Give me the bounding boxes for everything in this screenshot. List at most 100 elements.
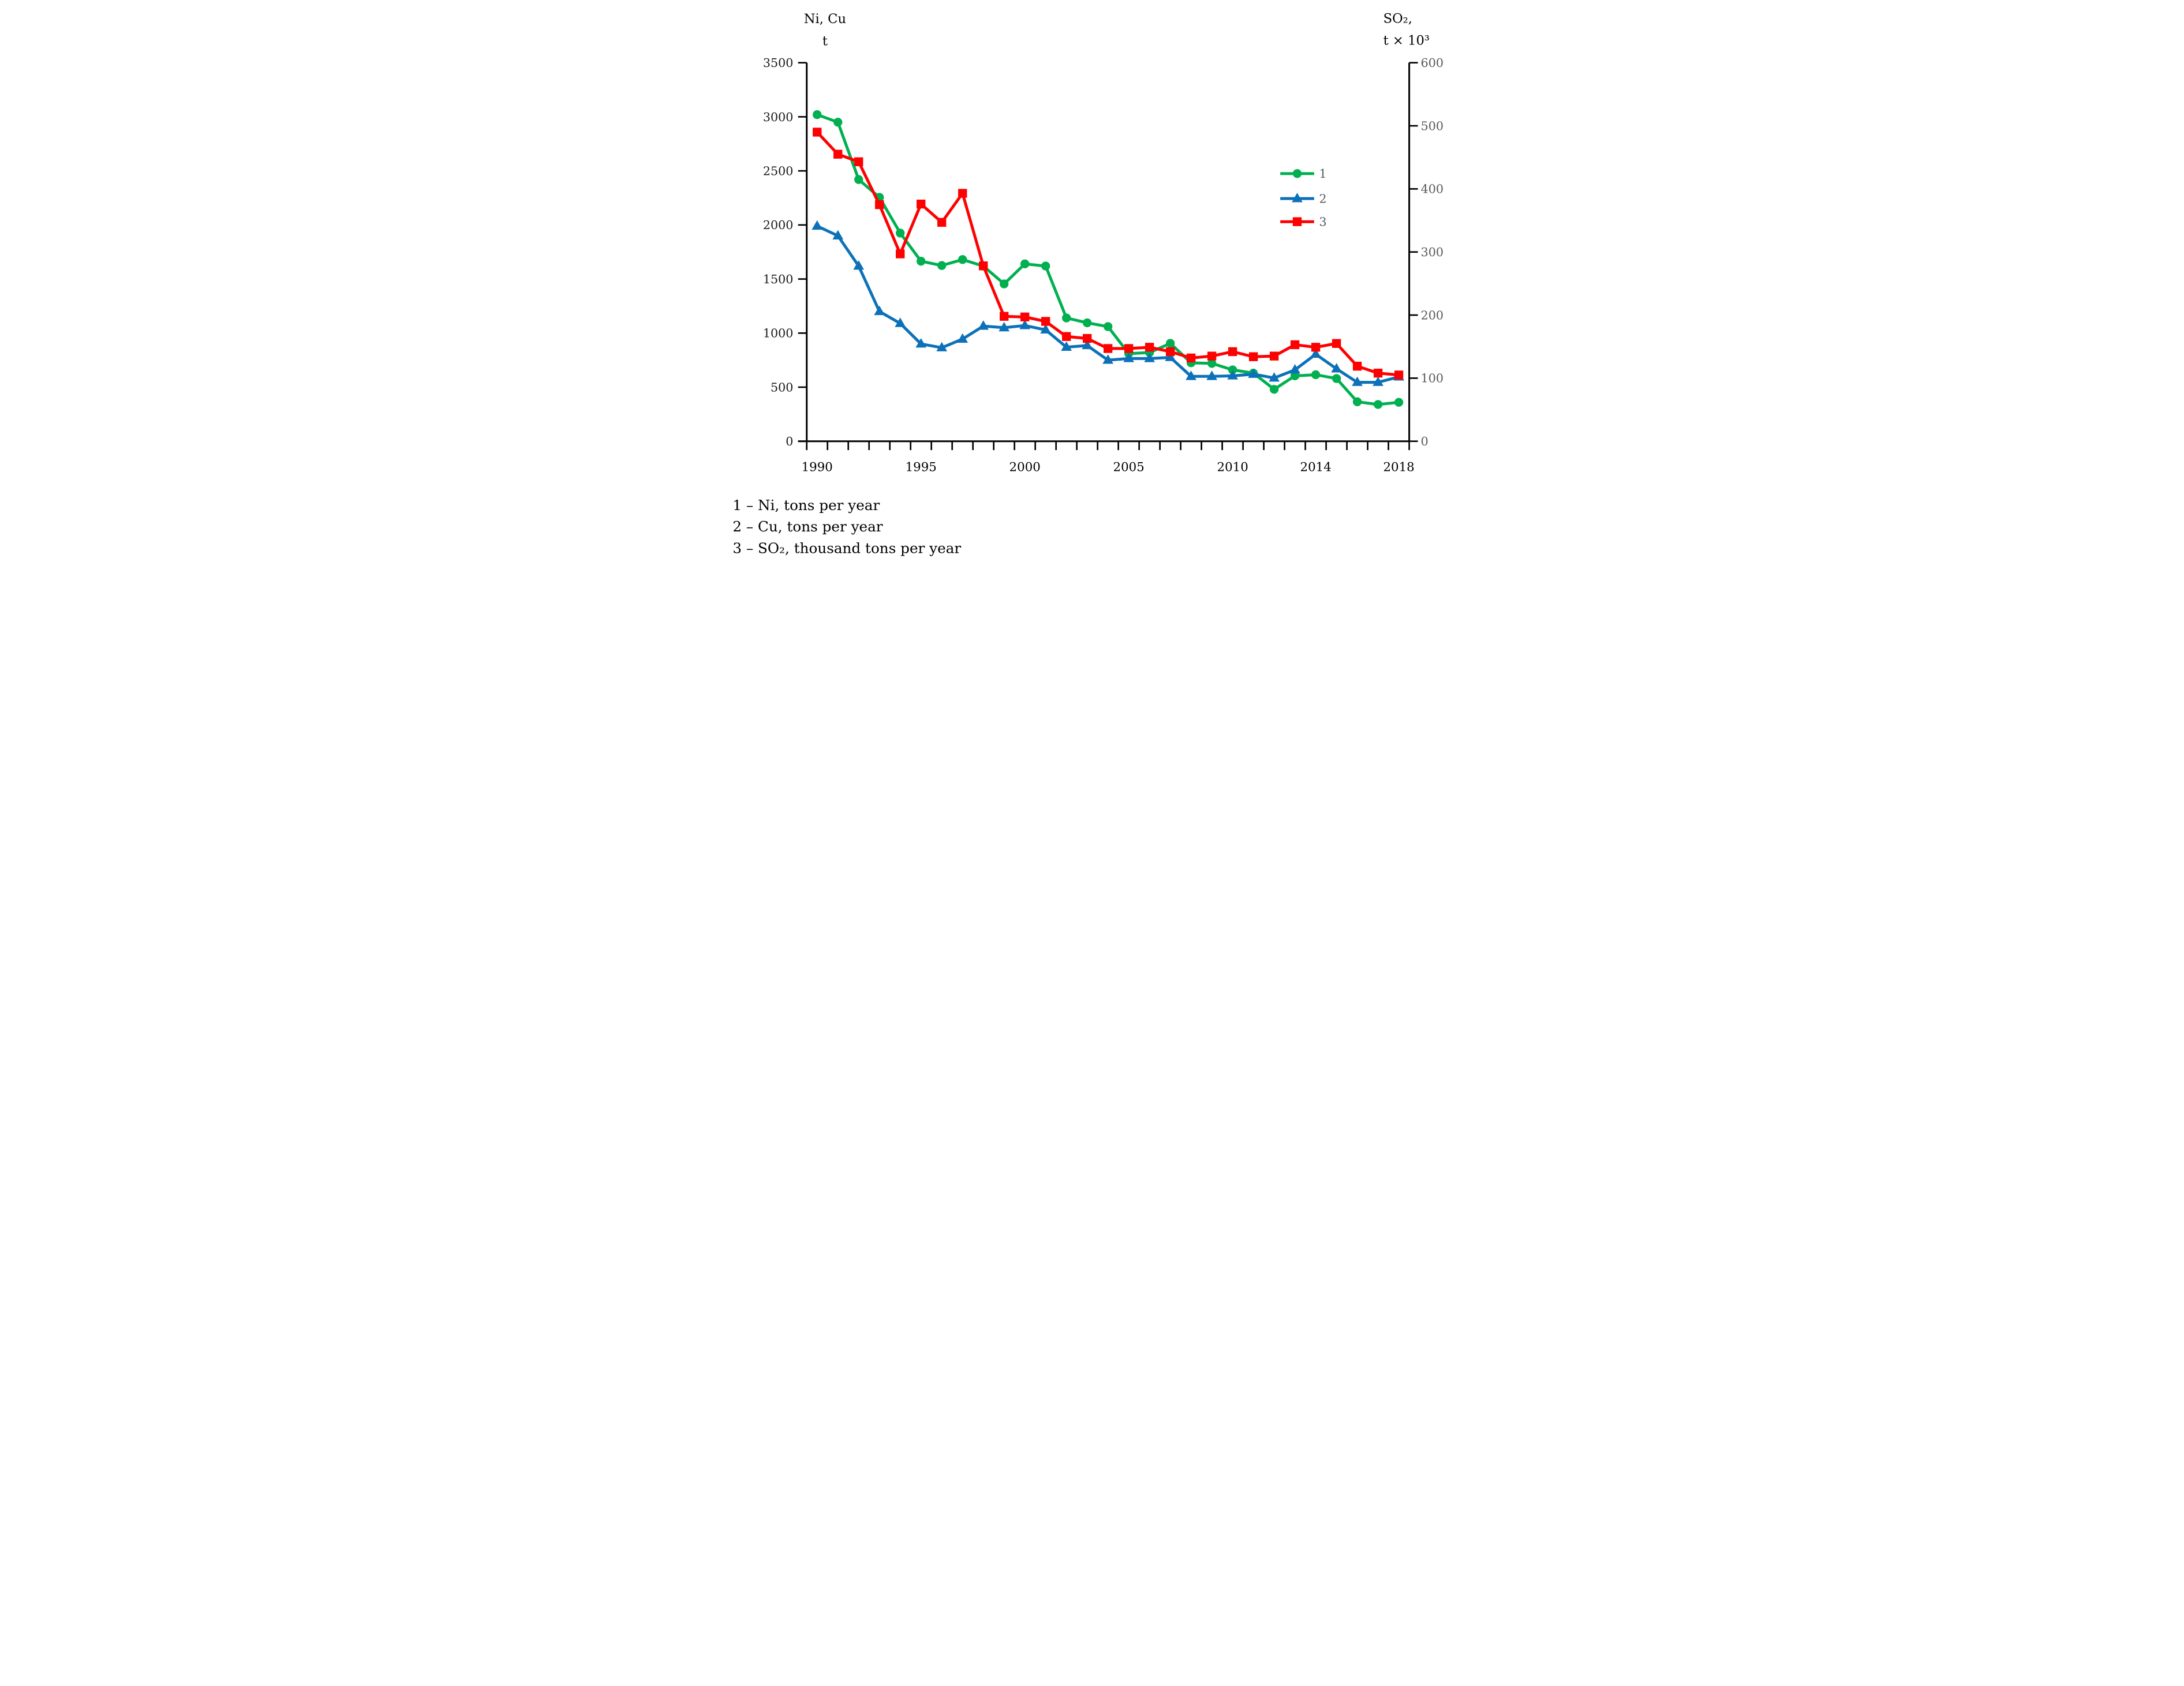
caption-series-2: 2 – Cu, tons per year [732, 518, 882, 535]
series-ni-point [1394, 398, 1404, 407]
right-axis-tick-label: 100 [1421, 372, 1443, 385]
left-axis-tick-label: 3000 [763, 110, 794, 124]
legend-marker-ni [1292, 169, 1302, 178]
series-so2-point [1290, 340, 1300, 350]
series-ni-point [1041, 261, 1050, 271]
right-axis-tick-label: 500 [1421, 119, 1443, 133]
series-so2-point [1373, 368, 1383, 378]
right-axis-title-line2: t × 10³ [1383, 33, 1430, 48]
series-ni-point [1311, 370, 1321, 380]
series-ni-point [1104, 322, 1113, 331]
series-ni-point [1373, 400, 1383, 409]
series-cu-point [957, 333, 968, 343]
series-cu-point [978, 320, 989, 330]
left-axis-tick-label: 1000 [763, 327, 794, 340]
series-so2-point [937, 218, 947, 227]
series-so2-point [1269, 351, 1279, 361]
series-so2-point [1041, 317, 1050, 326]
series-cu-point [936, 342, 948, 351]
series-cu-point [1061, 341, 1072, 351]
series-ni-point [1000, 279, 1009, 289]
series-cu-point [1310, 348, 1321, 358]
series-cu-point [1186, 370, 1197, 380]
x-axis-year-label: 2000 [1009, 460, 1041, 474]
series-cu-point [1123, 353, 1135, 362]
series-cu-point [853, 260, 865, 270]
series-cu-point [1019, 320, 1031, 329]
series-ni-point [1290, 371, 1300, 381]
series-so2-point [854, 157, 863, 167]
chart-canvas: Ni, Cu t SO₂, t × 10³ 050010001500200025… [728, 0, 1456, 563]
x-axis-year-label: 2005 [1113, 460, 1145, 474]
caption-series-1: 1 – Ni, tons per year [732, 497, 880, 514]
series-cu-point [1248, 368, 1259, 378]
series-ni-point [813, 110, 822, 119]
series-ni-point [1083, 318, 1092, 328]
series-ni-point [937, 261, 947, 270]
legend-label-ni: 1 [1319, 167, 1327, 181]
series-so2-point [1165, 347, 1175, 357]
series-cu-point [811, 220, 823, 230]
series-so2-point [1124, 344, 1134, 353]
series-so2-point [1207, 351, 1217, 361]
x-axis-year-label: 2010 [1217, 460, 1248, 474]
series-so2-point [1332, 339, 1341, 348]
series-cu-point [1227, 370, 1238, 380]
series-so2-point [1186, 353, 1196, 363]
emissions-trend-figure: Ni, Cu t SO₂, t × 10³ 0 500 1000 1500 2000 25… [728, 0, 1456, 563]
left-axis-tick-label: 0 [786, 434, 793, 448]
series-so2-point [813, 128, 822, 137]
right-axis-tick-label: 300 [1421, 245, 1443, 259]
series-ni-point [854, 175, 863, 184]
right-axis-tick-label: 400 [1421, 182, 1443, 196]
series-ni-point [1165, 339, 1175, 348]
series-so2-point [1062, 332, 1071, 341]
series-so2-point [896, 249, 905, 258]
x-axis-year-label: 1990 [802, 460, 833, 474]
left-axis-tick-label: 1500 [763, 272, 794, 286]
series-so2-point [1000, 312, 1009, 321]
left-axis-tick-label: 2000 [763, 218, 794, 232]
series-cu-point [1269, 372, 1280, 382]
left-axis-tick-label: 3500 [763, 56, 794, 70]
right-axis-tick-label: 0 [1421, 434, 1428, 448]
series-ni-point [1332, 374, 1341, 383]
series-cu-point [1331, 363, 1342, 373]
series-so2-point [917, 199, 926, 209]
series-ni-point [1062, 313, 1071, 323]
series-ni-point [896, 228, 905, 238]
series-so2-point [1104, 344, 1113, 353]
left-axis-title-line2: t [822, 33, 828, 48]
right-axis-title-line1: SO₂, [1383, 11, 1412, 26]
series-ni-point [1269, 385, 1279, 394]
legend-label-so2: 3 [1319, 215, 1327, 229]
left-axis-tick-label: 2500 [763, 164, 794, 178]
legend-label-cu: 2 [1319, 192, 1327, 206]
left-axis-tick-label: 500 [771, 380, 793, 394]
series-so2-point [1352, 361, 1362, 371]
series-cu-point [832, 230, 844, 239]
series-cu-point [915, 338, 927, 348]
series-cu-point [874, 305, 885, 316]
series-ni-point [833, 118, 843, 127]
series-ni-point [958, 255, 967, 264]
series-so2-point [833, 149, 843, 159]
series-ni-point [1352, 397, 1362, 406]
series-ni-point [1020, 259, 1030, 269]
legend-marker-cu [1292, 193, 1303, 203]
series-so2-point [1311, 343, 1321, 352]
series-cu-point [1165, 351, 1176, 361]
series-cu-point [1082, 339, 1093, 350]
x-axis-year-label: 1995 [906, 460, 937, 474]
series-cu-point [1206, 370, 1217, 380]
plot-area: 0500100015002000250030003500010020030040… [763, 56, 1443, 474]
left-axis-title-line1: Ni, Cu [804, 12, 846, 27]
series-so2-point [958, 189, 967, 198]
series-cu-point [895, 317, 906, 327]
series-cu-point [1352, 376, 1363, 386]
series-cu-point [1373, 376, 1383, 386]
series-so2-point [979, 261, 988, 271]
series-cu-point [998, 321, 1010, 332]
series-so2-point [1145, 343, 1154, 352]
series-ni-point [1228, 365, 1237, 374]
